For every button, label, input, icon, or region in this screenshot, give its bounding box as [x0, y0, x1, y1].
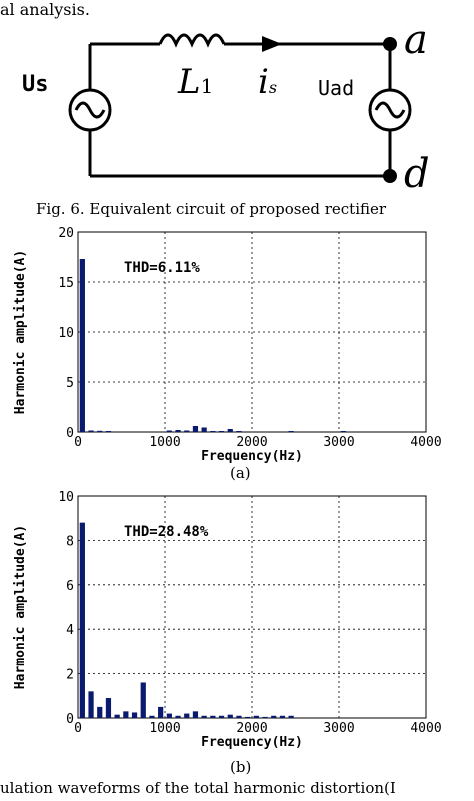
- bar: [227, 429, 233, 432]
- source-right-label: Uad: [318, 76, 355, 100]
- x-tick-label: 1000: [149, 435, 180, 450]
- y-tick-label: 5: [66, 376, 74, 391]
- y-tick-label: 10: [58, 326, 74, 341]
- y-tick-label: 0: [66, 426, 74, 441]
- bar: [218, 715, 225, 718]
- harmonic-chart-b: 0 1000 2000 3000 4000 0 2 4 6 8 10 Frequency(Hz) Har…: [13, 490, 442, 750]
- x-tick-label: 2000: [236, 721, 267, 736]
- x-tick-label: 1000: [149, 721, 180, 736]
- source-left-label: Us: [22, 72, 49, 97]
- bar: [79, 259, 85, 432]
- bar: [201, 427, 207, 432]
- y-tick-label: 4: [66, 623, 74, 638]
- bar: [210, 715, 216, 718]
- bar: [131, 712, 138, 718]
- bar: [105, 698, 112, 718]
- bar: [114, 714, 120, 718]
- harmonic-chart-a: 0 1000 2000 3000 4000 0 5 10 15 20 Frequency(Hz) Ha…: [13, 226, 442, 464]
- current-label: is: [258, 62, 278, 102]
- bar: [236, 431, 242, 432]
- y-tick-label: 6: [66, 579, 74, 594]
- bar: [245, 716, 251, 718]
- bar: [271, 715, 277, 718]
- bar: [288, 431, 294, 432]
- bar: [253, 715, 259, 718]
- bar: [97, 706, 103, 718]
- bar: [184, 430, 190, 432]
- y-tick-label: 20: [58, 226, 74, 241]
- bar: [166, 713, 172, 718]
- x-axis-label: Frequency(Hz): [201, 735, 303, 750]
- bar: [175, 430, 181, 432]
- chart-a-subcaption: (a): [230, 464, 251, 482]
- bar: [79, 522, 85, 718]
- bar: [192, 711, 199, 718]
- bar: [201, 715, 207, 718]
- bar: [149, 715, 155, 718]
- node-d-label: d: [404, 151, 430, 197]
- x-tick-label: 4000: [410, 435, 441, 450]
- bar: [279, 715, 286, 718]
- y-tick-label: 8: [66, 534, 74, 549]
- y-tick-label: 2: [66, 668, 74, 683]
- bar: [288, 715, 294, 718]
- bar: [97, 430, 103, 432]
- x-axis-label: Frequency(Hz): [201, 449, 303, 464]
- node-a-label: a: [404, 17, 428, 63]
- bar: [340, 431, 346, 432]
- y-tick-label: 0: [66, 712, 74, 727]
- bar: [192, 426, 199, 432]
- x-tick-label: 4000: [410, 721, 441, 736]
- bar: [227, 714, 233, 718]
- y-axis-label: Harmonic amplitude(A): [13, 525, 28, 689]
- bar: [262, 716, 268, 718]
- y-axis-label: Harmonic amplitude(A): [13, 250, 28, 414]
- equivalent-circuit-diagram: [68, 33, 412, 183]
- fig6-caption: Fig. 6. Equivalent circuit of proposed r…: [36, 200, 387, 218]
- bar: [184, 713, 190, 718]
- thd-annotation: THD=28.48%: [124, 524, 209, 540]
- x-tick-label: 0: [74, 435, 82, 450]
- x-tick-label: 3000: [323, 721, 354, 736]
- chart-b-subcaption: (b): [230, 758, 252, 776]
- bar: [88, 691, 94, 718]
- fig7-caption: ulation waveforms of the total harmonic …: [0, 779, 396, 797]
- bar: [175, 715, 181, 718]
- node-a-dot: [383, 37, 397, 51]
- inductor-coil: [158, 33, 226, 48]
- bar: [236, 715, 242, 718]
- node-d-dot: [383, 169, 397, 183]
- x-tick-label: 0: [74, 721, 82, 736]
- x-tick-label: 3000: [323, 435, 354, 450]
- bar: [105, 431, 112, 432]
- current-arrow-icon: [262, 36, 282, 52]
- x-tick-label: 2000: [236, 435, 267, 450]
- bar: [158, 706, 164, 718]
- y-tick-label: 10: [58, 490, 74, 505]
- thd-annotation: THD=6.11%: [124, 260, 200, 276]
- bar: [88, 430, 94, 432]
- bar: [140, 682, 146, 718]
- bar: [123, 711, 129, 718]
- bar: [218, 431, 225, 432]
- bar: [166, 430, 172, 432]
- body-text-fragment: al analysis.: [0, 0, 90, 19]
- inductor-label: L1: [178, 62, 214, 102]
- y-tick-label: 15: [58, 276, 74, 291]
- bar: [210, 431, 216, 432]
